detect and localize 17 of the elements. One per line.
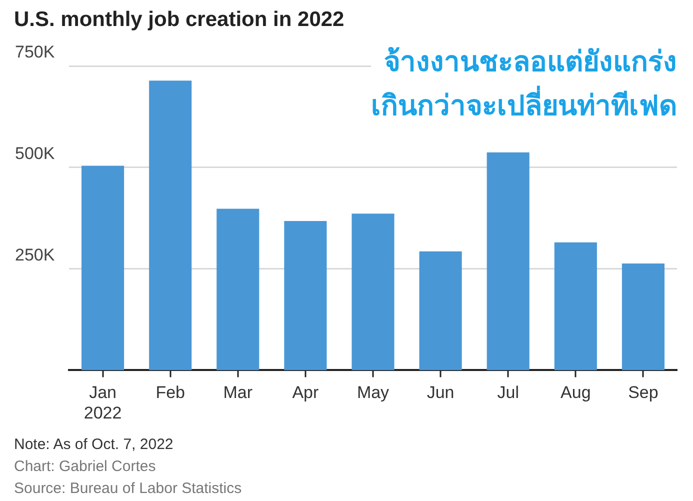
x-tick-label: Jul — [497, 383, 519, 402]
annotation: จ้างงานชะลอแต่ยังแกร่ง เกินกว่าจะเปลี่ยนท่าทีเฟด — [371, 40, 677, 128]
x-tick-label: Jun — [426, 383, 454, 402]
x-tick-label: Jan 2022 — [84, 383, 122, 422]
text: Note: As of Oct. 7, 2022 — [14, 435, 174, 455]
y-tick-label: 500K — [15, 144, 56, 164]
x-tick-label: Feb — [156, 383, 185, 402]
x-tick-label: Aug — [560, 383, 591, 402]
x-tick-label: May — [356, 383, 390, 402]
source-note: Source: Bureau of Labor Statistics — [14, 479, 243, 499]
chart-title: U.S. monthly job creation in 2022 — [14, 8, 346, 32]
y-tick-label: 250K — [15, 245, 56, 264]
x-tick-label: Apr — [292, 383, 320, 402]
x-tick-label: Sep — [628, 383, 658, 402]
text: Chart: Gabriel Cortes — [14, 457, 157, 477]
y-tick-label: 750K — [15, 42, 56, 62]
x-tick-label: Mar — [223, 383, 253, 402]
